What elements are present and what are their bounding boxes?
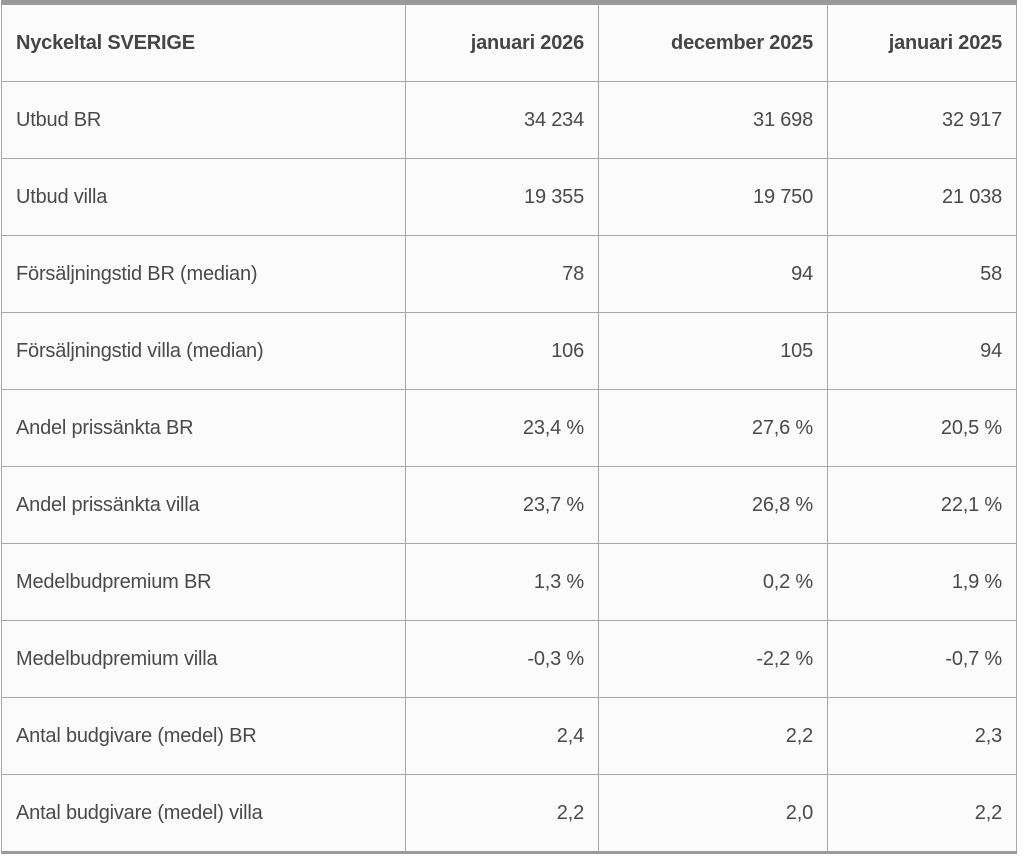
table-row: Andel prissänkta villa 23,7 % 26,8 % 22,…: [1, 466, 1017, 544]
metric-label: Medelbudpremium villa: [1, 620, 406, 698]
value-cell: -0,3 %: [405, 620, 599, 698]
value-cell: 34 234: [405, 81, 599, 159]
value-cell: 22,1 %: [827, 466, 1017, 544]
value-cell: 1,9 %: [827, 543, 1017, 621]
table-row: Medelbudpremium BR 1,3 % 0,2 % 1,9 %: [1, 543, 1017, 621]
metric-label: Försäljningstid BR (median): [1, 235, 406, 313]
value-cell: 31 698: [598, 81, 828, 159]
metric-label: Andel prissänkta BR: [1, 389, 406, 467]
table-row: Antal budgivare (medel) BR 2,4 2,2 2,3: [1, 697, 1017, 775]
value-cell: 2,0: [598, 774, 828, 853]
value-cell: 19 355: [405, 158, 599, 236]
value-cell: 94: [598, 235, 828, 313]
value-cell: 2,4: [405, 697, 599, 775]
metric-label: Utbud villa: [1, 158, 406, 236]
value-cell: 1,3 %: [405, 543, 599, 621]
value-cell: -0,7 %: [827, 620, 1017, 698]
value-cell: 0,2 %: [598, 543, 828, 621]
value-cell: 78: [405, 235, 599, 313]
table-row: Andel prissänkta BR 23,4 % 27,6 % 20,5 %: [1, 389, 1017, 467]
value-cell: 2,2: [827, 774, 1017, 853]
table-row: Försäljningstid BR (median) 78 94 58: [1, 235, 1017, 313]
value-cell: 58: [827, 235, 1017, 313]
value-cell: 2,3: [827, 697, 1017, 775]
metric-label: Medelbudpremium BR: [1, 543, 406, 621]
value-cell: 2,2: [598, 697, 828, 775]
metric-label: Antal budgivare (medel) villa: [1, 774, 406, 853]
header-col-januari-2025: januari 2025: [827, 2, 1017, 82]
header-col-december-2025: december 2025: [598, 2, 828, 82]
value-cell: 26,8 %: [598, 466, 828, 544]
value-cell: -2,2 %: [598, 620, 828, 698]
value-cell: 27,6 %: [598, 389, 828, 467]
value-cell: 20,5 %: [827, 389, 1017, 467]
metric-label: Antal budgivare (medel) BR: [1, 697, 406, 775]
value-cell: 21 038: [827, 158, 1017, 236]
table-header-row: Nyckeltal SVERIGE januari 2026 december …: [1, 2, 1017, 82]
table-row: Antal budgivare (medel) villa 2,2 2,0 2,…: [1, 774, 1017, 853]
value-cell: 32 917: [827, 81, 1017, 159]
table-row: Medelbudpremium villa -0,3 % -2,2 % -0,7…: [1, 620, 1017, 698]
value-cell: 106: [405, 312, 599, 390]
value-cell: 2,2: [405, 774, 599, 853]
value-cell: 23,4 %: [405, 389, 599, 467]
value-cell: 19 750: [598, 158, 828, 236]
table-row: Försäljningstid villa (median) 106 105 9…: [1, 312, 1017, 390]
table-title: Nyckeltal SVERIGE: [1, 2, 406, 82]
metric-label: Utbud BR: [1, 81, 406, 159]
value-cell: 105: [598, 312, 828, 390]
value-cell: 94: [827, 312, 1017, 390]
metric-label: Andel prissänkta villa: [1, 466, 406, 544]
table-row: Utbud villa 19 355 19 750 21 038: [1, 158, 1017, 236]
table-row: Utbud BR 34 234 31 698 32 917: [1, 81, 1017, 159]
header-col-januari-2026: januari 2026: [405, 2, 599, 82]
value-cell: 23,7 %: [405, 466, 599, 544]
metric-label: Försäljningstid villa (median): [1, 312, 406, 390]
